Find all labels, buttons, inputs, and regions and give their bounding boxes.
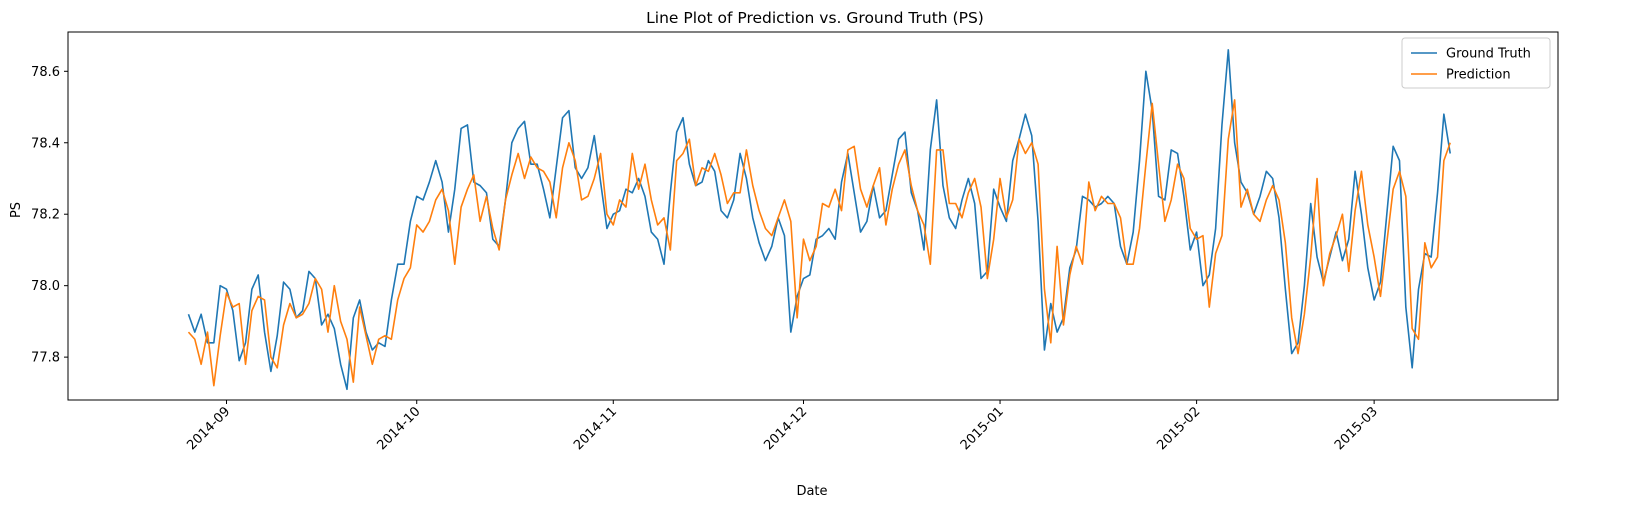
x-tick-label: 2014-11 — [571, 404, 620, 453]
legend-label: Prediction — [1446, 68, 1511, 83]
x-tick-label: 2014-10 — [375, 404, 424, 453]
x-tick-label: 2014-12 — [761, 404, 810, 453]
x-tick-label: 2015-01 — [958, 404, 1007, 453]
y-axis-title: PS — [9, 202, 24, 218]
x-axis-title: Date — [796, 484, 827, 499]
y-tick-label: 78.6 — [31, 65, 60, 80]
y-tick-label: 78.0 — [31, 279, 60, 294]
axis-ticks: 77.8 78.0 78.2 78.4 78.6 2014-09 2014-10 2014-1… — [31, 65, 1381, 453]
legend-box — [1401, 37, 1551, 89]
legend: Ground Truth Prediction — [1401, 37, 1551, 89]
y-tick-label: 77.8 — [31, 351, 60, 366]
series-lines — [187, 49, 1451, 391]
series-line-ground-truth — [187, 49, 1451, 391]
legend-label: Ground Truth — [1446, 47, 1531, 62]
y-tick-label: 78.4 — [31, 136, 60, 151]
x-tick-label: 2015-03 — [1332, 404, 1381, 453]
x-tick-label: 2015-02 — [1154, 404, 1203, 453]
x-tick-label: 2014-09 — [184, 404, 233, 453]
plot-frame — [67, 31, 1559, 401]
series-line-prediction — [187, 99, 1451, 387]
y-tick-label: 78.2 — [31, 208, 60, 223]
chart-title: Line Plot of Prediction vs. Ground Truth… — [646, 9, 984, 27]
